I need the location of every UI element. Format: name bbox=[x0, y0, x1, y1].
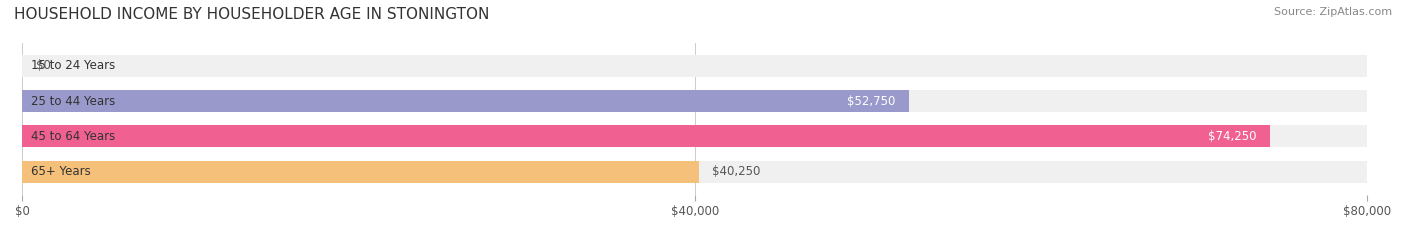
Text: HOUSEHOLD INCOME BY HOUSEHOLDER AGE IN STONINGTON: HOUSEHOLD INCOME BY HOUSEHOLDER AGE IN S… bbox=[14, 7, 489, 22]
Bar bbox=[22, 126, 1367, 147]
Bar bbox=[22, 55, 1367, 77]
Text: 25 to 44 Years: 25 to 44 Years bbox=[31, 95, 115, 108]
Bar bbox=[22, 126, 1270, 147]
Text: $40,250: $40,250 bbox=[713, 165, 761, 178]
Bar bbox=[22, 161, 699, 183]
Text: $74,250: $74,250 bbox=[1208, 130, 1257, 143]
Bar bbox=[22, 90, 1367, 112]
Text: $52,750: $52,750 bbox=[848, 95, 896, 108]
Text: Source: ZipAtlas.com: Source: ZipAtlas.com bbox=[1274, 7, 1392, 17]
Text: $0: $0 bbox=[37, 59, 51, 72]
Bar bbox=[22, 161, 1367, 183]
Bar bbox=[22, 90, 908, 112]
Text: 45 to 64 Years: 45 to 64 Years bbox=[31, 130, 115, 143]
Text: 65+ Years: 65+ Years bbox=[31, 165, 90, 178]
Text: 15 to 24 Years: 15 to 24 Years bbox=[31, 59, 115, 72]
